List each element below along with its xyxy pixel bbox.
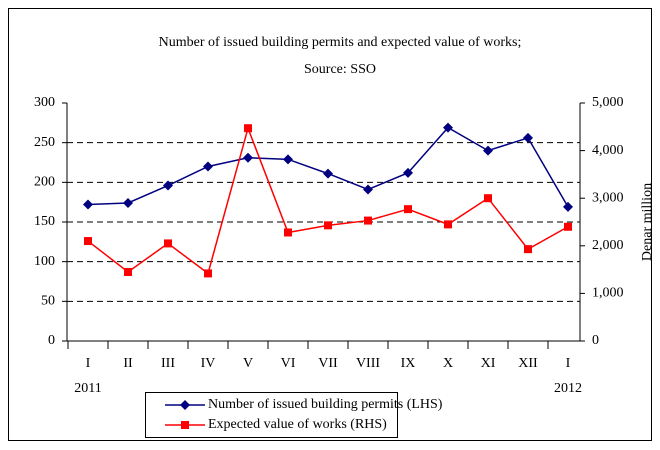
point [283, 154, 293, 165]
x-tick-label: I [566, 356, 571, 371]
x-tick-label: V [243, 356, 253, 371]
point [243, 152, 253, 163]
y-tick-label: 50 [41, 294, 55, 309]
point [83, 199, 93, 210]
y-tick-label: 0 [48, 333, 55, 348]
legend [145, 392, 398, 438]
y-tick-label: 100 [34, 254, 55, 269]
y-tick-label: 200 [34, 175, 55, 190]
x-tick-label: IV [201, 356, 216, 371]
y2-tick-label: 3,000 [592, 190, 624, 205]
point [524, 245, 532, 254]
point [404, 205, 412, 214]
legend-label: Expected value of works (RHS) [208, 417, 387, 432]
point [403, 167, 413, 178]
point [363, 184, 373, 195]
y2-tick-label: 2,000 [592, 238, 624, 253]
point [284, 228, 292, 237]
y-tick-label: 300 [34, 95, 55, 110]
point [123, 197, 133, 208]
year-label: 2012 [554, 381, 582, 396]
point [244, 124, 252, 133]
point [164, 239, 172, 248]
chart-subtitle: Source: SSO [304, 62, 376, 77]
x-tick-label: XI [481, 356, 496, 371]
x-tick-label: III [161, 356, 175, 371]
point [204, 269, 212, 278]
x-tick-label: VIII [356, 356, 380, 371]
legend-label: Number of issued building permits (LHS) [208, 397, 443, 412]
point [324, 221, 332, 230]
x-tick-label: XII [518, 356, 538, 371]
point [364, 216, 372, 225]
x-tick-label: VII [318, 356, 338, 371]
point [323, 168, 333, 179]
point [484, 194, 492, 203]
x-tick-label: VI [281, 356, 296, 371]
x-tick-label: IX [401, 356, 416, 371]
point [563, 201, 573, 212]
y-tick-label: 250 [34, 135, 55, 150]
point [124, 267, 132, 276]
chart-title: Number of issued building permits and ex… [159, 35, 522, 50]
point [163, 180, 173, 191]
x-tick-label: II [123, 356, 133, 371]
legend-marker [181, 421, 189, 429]
point [443, 122, 453, 133]
year-label: 2011 [74, 381, 101, 396]
y-tick-label: 150 [34, 214, 55, 229]
x-tick-label: I [86, 356, 91, 371]
point [444, 220, 452, 229]
point [564, 222, 572, 231]
y2-tick-label: 5,000 [592, 95, 624, 110]
y2-axis-label: Denar million [640, 183, 655, 261]
x-tick-label: X [443, 356, 453, 371]
point [203, 161, 213, 172]
y2-tick-label: 0 [592, 333, 599, 348]
y2-tick-label: 1,000 [592, 286, 624, 301]
legend-marker [180, 400, 190, 410]
y2-tick-label: 4,000 [592, 143, 624, 158]
point [523, 132, 533, 143]
point [84, 237, 92, 246]
point [483, 145, 493, 156]
